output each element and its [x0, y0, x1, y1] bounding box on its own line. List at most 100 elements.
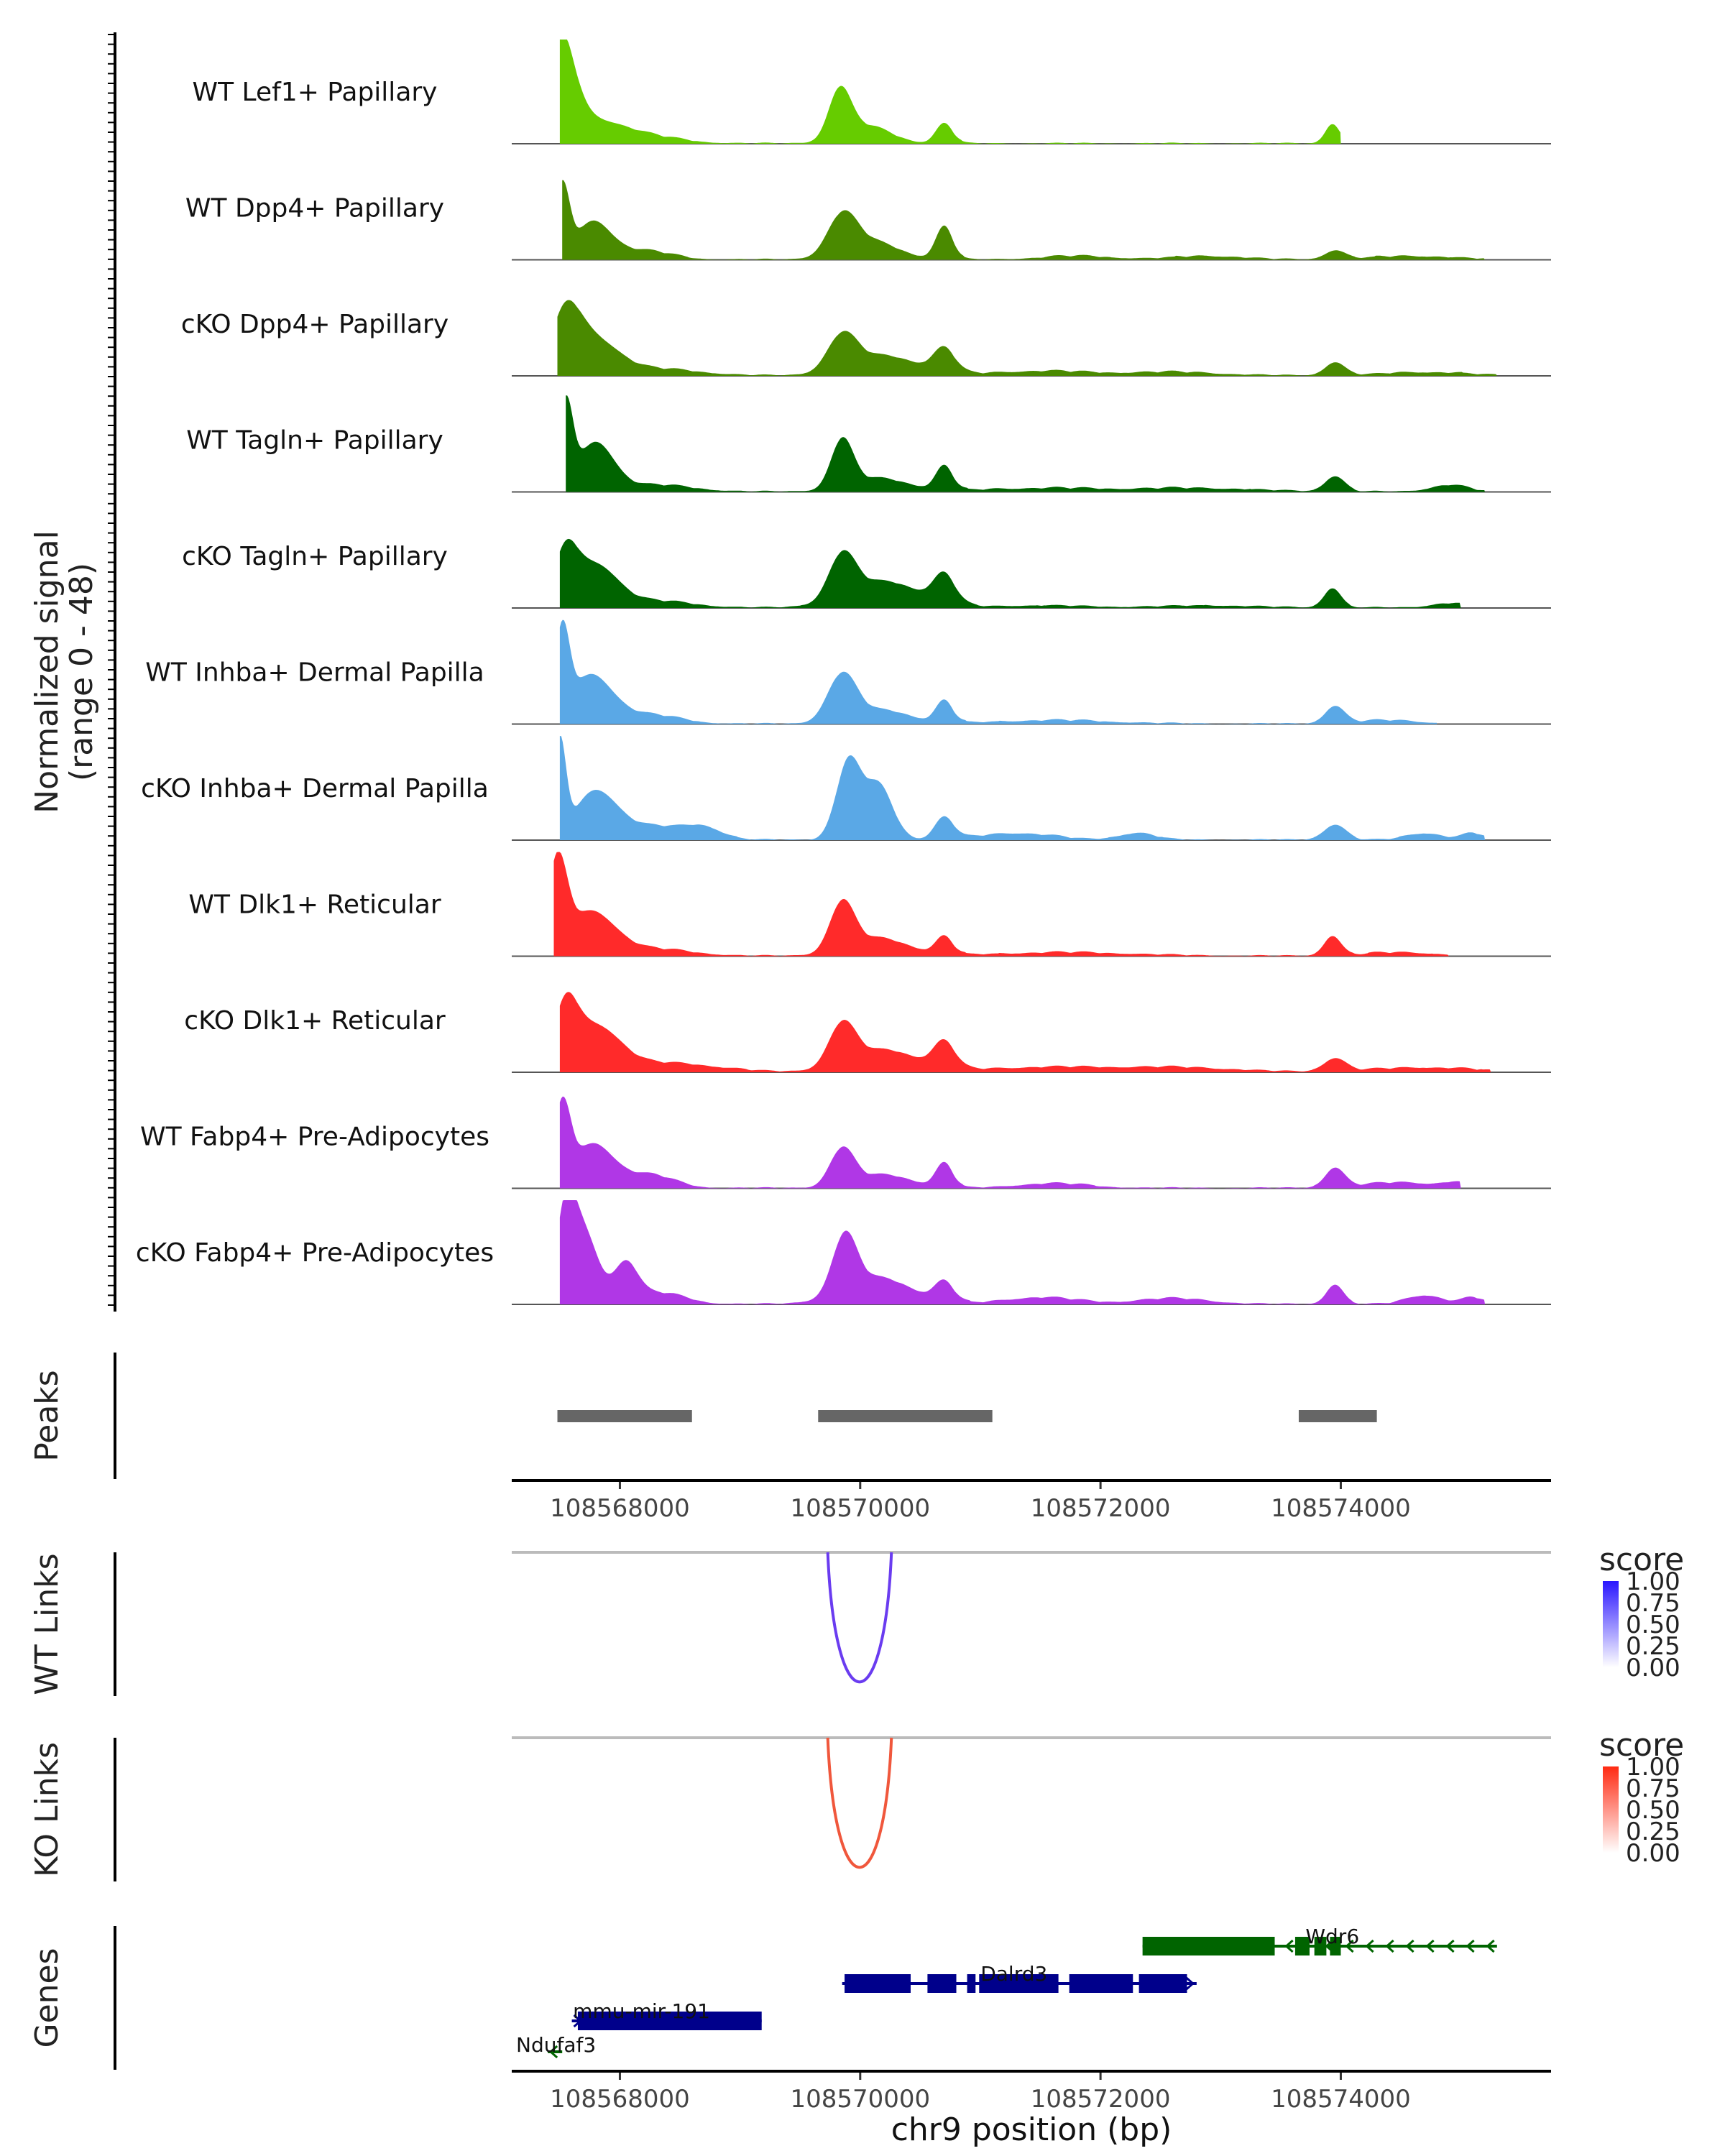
x-tick-label: 108574000 [1271, 2085, 1411, 2114]
gene-name: Dalrd3 [980, 1962, 1047, 1986]
legend-title: score [1599, 1542, 1684, 1578]
coverage-ylabel-line1: Normalized signal [29, 530, 65, 814]
coverage-track: cKO Tagln+ Papillary [182, 538, 1551, 609]
link-arc [826, 1552, 893, 1684]
strand-arrow [1365, 1939, 1374, 1953]
peak-bar [557, 1410, 692, 1422]
coverage-tracks: WT Lef1+ Papillary WT Dpp4+ Papillary cKO … [136, 40, 1551, 1305]
peaks-panel: Peaks 108568000 108570000 108572000 1085740… [29, 1353, 1551, 1523]
legend-colorbar [1603, 1581, 1619, 1667]
coverage-area [553, 852, 1449, 957]
coverage-area [559, 1200, 1486, 1304]
x-tick-label: 108570000 [790, 2085, 930, 2114]
gene-models: Wdr6 Dalrd3 mmu-mir-191 Ndufaf3 [516, 1925, 1497, 2059]
gene-exon [845, 1974, 911, 1993]
peaks-label: Peaks [29, 1370, 65, 1461]
gene-model: Dalrd3 [842, 1962, 1197, 1993]
legend-tick-label: 0.75 [1626, 1774, 1680, 1803]
x-tick-label: 108568000 [550, 1494, 690, 1523]
coverage-track: WT Dpp4+ Papillary [185, 180, 1551, 261]
legend-tick-label: 0.50 [1626, 1611, 1680, 1639]
coverage-axis-ticks [108, 34, 115, 1306]
gene-exon [1314, 1937, 1327, 1955]
coverage-ylabel-line2: (range 0 - 48) [63, 563, 100, 781]
coverage-area [559, 619, 1438, 724]
coverage-track: cKO Inhba+ Dermal Papilla [141, 736, 1551, 841]
coverage-area [559, 736, 1486, 840]
legend-tick-label: 0.25 [1626, 1818, 1680, 1846]
legend-tick-label: 0.75 [1626, 1589, 1680, 1618]
gene-model: Wdr6 [1142, 1925, 1497, 1955]
links-label: KO Links [29, 1742, 65, 1877]
x-tick-label: 108572000 [1031, 2085, 1171, 2114]
gene-exon [577, 2012, 762, 2030]
genes-x-axis: 108568000 108570000 108572000 108574000 [550, 2073, 1411, 2114]
legend-tick-label: 0.50 [1626, 1796, 1680, 1825]
track-label: cKO Tagln+ Papillary [182, 542, 448, 571]
coverage-panel: Normalized signal (range 0 - 48) WT Lef1… [29, 32, 1551, 1312]
strand-arrow [1466, 1939, 1475, 1953]
x-tick-label: 108572000 [1031, 1494, 1171, 1523]
coverage-track: cKO Fabp4+ Pre-Adipocytes [136, 1200, 1551, 1305]
track-label: cKO Dpp4+ Papillary [181, 310, 448, 339]
legend-tick-label: 1.00 [1626, 1567, 1680, 1596]
coverage-area [559, 40, 1341, 144]
coverage-area [566, 395, 1486, 492]
x-axis-label: chr9 position (bp) [891, 2111, 1172, 2148]
legend-colorbar [1603, 1766, 1619, 1853]
track-label: WT Fabp4+ Pre-Adipocytes [140, 1123, 489, 1152]
strand-arrow [548, 2045, 558, 2059]
gene-exon [927, 1974, 957, 1993]
track-label: WT Dpp4+ Papillary [185, 194, 444, 224]
x-tick-label: 108570000 [790, 1494, 930, 1523]
strand-arrow [573, 2014, 582, 2028]
strand-arrow [1445, 1939, 1455, 1953]
legend-title: score [1599, 1727, 1684, 1764]
coverage-track: WT Dlk1+ Reticular [188, 852, 1551, 957]
gene-name: mmu-mir-191 [573, 1999, 710, 2023]
track-label: WT Dlk1+ Reticular [188, 890, 441, 920]
track-label: WT Lef1+ Papillary [193, 78, 438, 107]
gene-exon [967, 1974, 976, 1993]
gene-name: Ndufaf3 [516, 2033, 596, 2057]
coverage-track: WT Lef1+ Papillary [193, 40, 1551, 144]
gene-model: Ndufaf3 [516, 2033, 596, 2059]
track-label: cKO Fabp4+ Pre-Adipocytes [136, 1238, 494, 1268]
coverage-area [559, 1096, 1461, 1189]
track-label: WT Tagln+ Papillary [186, 426, 443, 456]
link-arc [826, 1737, 893, 1869]
coverage-track: WT Fabp4+ Pre-Adipocytes [140, 1096, 1551, 1189]
coverage-area [562, 180, 1486, 260]
strand-arrow [1486, 1939, 1495, 1953]
strand-arrow [1385, 1939, 1394, 1953]
gene-exon [979, 1974, 1059, 1993]
strand-arrow [1345, 1939, 1354, 1953]
strand-arrow [1405, 1939, 1414, 1953]
strand-arrow [1425, 1939, 1435, 1953]
legend-tick-label: 1.00 [1626, 1753, 1680, 1782]
coverage-track: WT Tagln+ Papillary [186, 395, 1551, 493]
links-label: WT Links [29, 1553, 65, 1695]
coverage-track: cKO Dpp4+ Papillary [181, 300, 1551, 377]
coverage-area [559, 992, 1491, 1072]
legend-tick-label: 0.00 [1626, 1654, 1680, 1682]
strand-arrow [1185, 1976, 1195, 1991]
coverage-track: cKO Dlk1+ Reticular [184, 992, 1551, 1073]
gene-exon [1142, 1937, 1275, 1955]
coverage-area [557, 300, 1497, 376]
strand-arrow [1325, 1939, 1334, 1953]
x-tick-label: 108574000 [1271, 1494, 1411, 1523]
legend-tick-label: 0.25 [1626, 1632, 1680, 1661]
track-label: cKO Inhba+ Dermal Papilla [141, 774, 489, 803]
peak-bars [557, 1410, 1377, 1422]
gene-model: mmu-mir-191 [571, 1999, 762, 2030]
peaks-x-axis: 108568000 108570000 108572000 108574000 [550, 1482, 1411, 1523]
peak-bar [818, 1410, 993, 1422]
peak-bar [1298, 1410, 1377, 1422]
gene-name: Wdr6 [1305, 1925, 1359, 1948]
track-label: WT Inhba+ Dermal Papilla [145, 658, 484, 688]
